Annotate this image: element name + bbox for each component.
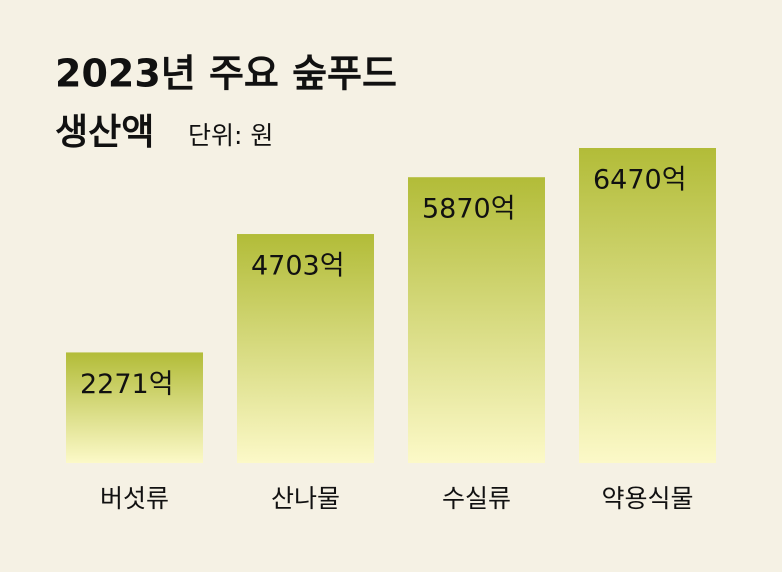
bar: [408, 177, 545, 464]
value-label: 5870억: [422, 194, 516, 225]
chart-title: 2023년 주요 숲푸드: [55, 52, 397, 96]
bar: [237, 234, 374, 463]
bar: [579, 148, 716, 463]
x-tick-label: 버섯류: [100, 484, 169, 513]
chart-subtitle: 생산액: [55, 112, 154, 153]
x-tick-label: 수실류: [442, 484, 511, 513]
value-label: 4703억: [251, 251, 345, 282]
value-label: 6470억: [593, 165, 687, 196]
x-tick-label: 산나물: [271, 484, 340, 513]
value-label: 2271억: [80, 369, 174, 400]
bar: [66, 352, 203, 463]
unit-label: 단위: 원: [188, 121, 273, 150]
x-tick-label: 약용식물: [601, 484, 693, 513]
